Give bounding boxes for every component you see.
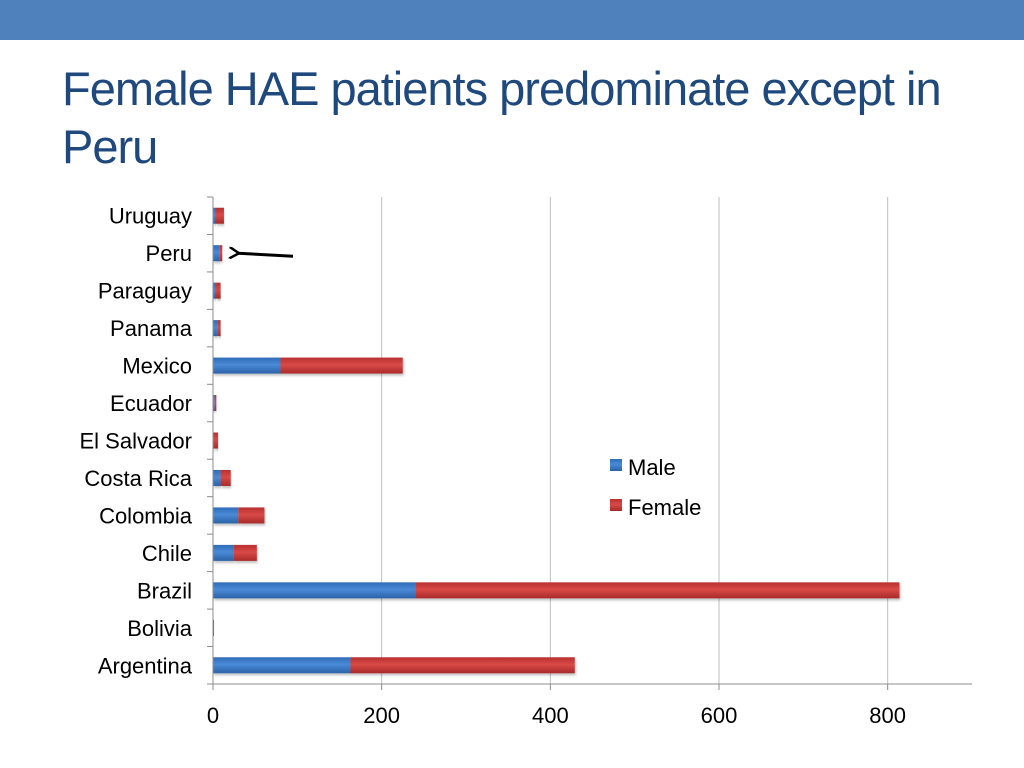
top-accent-bar [0, 0, 1024, 40]
legend-label-male: Male [628, 455, 676, 480]
y-category-label: Mexico [122, 354, 192, 379]
y-category-label: Paraguay [98, 279, 192, 304]
bar-female-brazil [415, 582, 900, 599]
bar-female-colombia [238, 507, 265, 524]
y-category-label: Panama [110, 316, 193, 341]
bar-female-costa-rica [220, 469, 231, 486]
y-category-label: Ecuador [110, 391, 192, 416]
bar-female-ecuador [214, 395, 217, 412]
bar-male-costa-rica [213, 469, 221, 486]
slide-title: Female HAE patients predominate except i… [62, 62, 942, 173]
bar-male-chile [213, 544, 234, 561]
bar-female-paraguay [215, 282, 221, 299]
x-tick-label: 200 [363, 703, 400, 728]
y-category-label: Uruguay [109, 204, 192, 229]
bar-male-mexico [213, 357, 281, 374]
bar-male-uruguay [213, 207, 216, 224]
y-category-label: Colombia [99, 503, 193, 528]
legend-swatch-female [610, 499, 622, 511]
bar-male-argentina [213, 657, 351, 674]
bar-male-paraguay [213, 282, 216, 299]
bar-female-argentina [350, 657, 575, 674]
y-category-label: Bolivia [127, 616, 193, 641]
x-tick-label: 400 [532, 703, 569, 728]
y-category-label: Argentina [98, 653, 193, 678]
x-tick-label: 0 [207, 703, 219, 728]
x-tick-label: 600 [701, 703, 738, 728]
y-category-label: El Salvador [79, 429, 192, 454]
bar-male-peru [213, 245, 220, 262]
y-category-label: Chile [142, 541, 192, 566]
y-category-label: Brazil [137, 578, 192, 603]
bar-male-colombia [213, 507, 239, 524]
bar-female-peru [219, 245, 223, 262]
legend-label-female: Female [628, 495, 701, 520]
bar-female-chile [233, 544, 257, 561]
bar-female-panama [217, 320, 221, 337]
bar-female-uruguay [215, 207, 224, 224]
y-category-label: Costa Rica [84, 466, 192, 491]
x-tick-label: 800 [869, 703, 906, 728]
y-category-label: Peru [146, 241, 192, 266]
annotation-arrow [238, 253, 294, 256]
bar-male-ecuador [213, 395, 215, 412]
bar-female-mexico [280, 357, 403, 374]
bar-male-panama [213, 320, 218, 337]
legend-swatch-male [610, 459, 622, 471]
bar-male-brazil [213, 582, 416, 599]
bar-female-el-salvador [213, 432, 219, 449]
